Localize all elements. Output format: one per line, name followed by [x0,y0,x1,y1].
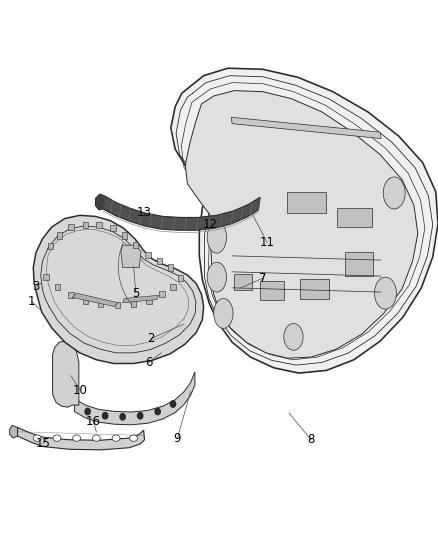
Polygon shape [121,245,141,268]
Text: 7: 7 [259,272,267,285]
Polygon shape [18,427,145,450]
Polygon shape [72,293,118,306]
Ellipse shape [73,435,81,441]
Text: 11: 11 [260,236,275,249]
Text: 1: 1 [28,295,35,308]
Ellipse shape [207,221,226,253]
Text: 12: 12 [203,219,218,231]
Bar [122,232,127,239]
Bar [48,243,53,249]
Polygon shape [103,196,260,230]
Ellipse shape [112,435,120,441]
Bar [157,258,162,264]
Polygon shape [10,425,18,438]
FancyBboxPatch shape [287,192,326,213]
Bar [145,252,151,258]
Circle shape [138,413,143,419]
Circle shape [102,413,108,419]
Bar [110,225,116,231]
Bar [98,301,103,307]
Bar [115,302,120,308]
Text: 15: 15 [35,437,50,450]
FancyBboxPatch shape [345,252,373,276]
Text: 5: 5 [132,287,139,300]
Polygon shape [171,68,438,373]
Bar [68,224,74,230]
Bar [96,222,102,228]
Ellipse shape [374,277,396,309]
Text: 6: 6 [145,356,153,369]
Polygon shape [95,194,105,210]
Text: 3: 3 [33,280,40,293]
Bar [178,275,183,281]
Polygon shape [74,372,195,425]
Polygon shape [185,91,418,358]
Bar [168,264,173,271]
Ellipse shape [284,324,303,350]
Ellipse shape [383,177,405,209]
Ellipse shape [130,435,138,441]
Text: 9: 9 [173,432,181,445]
Text: 8: 8 [307,433,314,446]
Ellipse shape [92,435,100,441]
Text: 16: 16 [86,415,101,427]
Ellipse shape [207,262,226,292]
Bar [55,284,60,290]
Circle shape [85,408,90,415]
Bar [57,232,62,239]
Ellipse shape [214,298,233,328]
FancyBboxPatch shape [259,281,284,300]
Text: 10: 10 [73,384,88,397]
Text: 13: 13 [137,206,152,219]
Polygon shape [33,215,204,364]
Bar [83,297,88,304]
Bar [83,222,88,228]
Circle shape [155,408,160,415]
Ellipse shape [53,435,61,441]
Bar [131,301,136,307]
Polygon shape [53,341,79,407]
FancyBboxPatch shape [300,279,328,299]
Bar [159,291,165,297]
Bar [170,284,176,290]
Circle shape [120,414,125,420]
Bar [146,297,152,304]
Bar [133,242,138,248]
Ellipse shape [33,435,41,441]
Bar [43,274,49,280]
FancyBboxPatch shape [234,274,252,290]
Circle shape [170,401,176,407]
Polygon shape [231,117,381,139]
Polygon shape [123,295,159,303]
FancyBboxPatch shape [337,208,372,227]
Text: 2: 2 [147,332,155,345]
Bar [68,292,74,298]
